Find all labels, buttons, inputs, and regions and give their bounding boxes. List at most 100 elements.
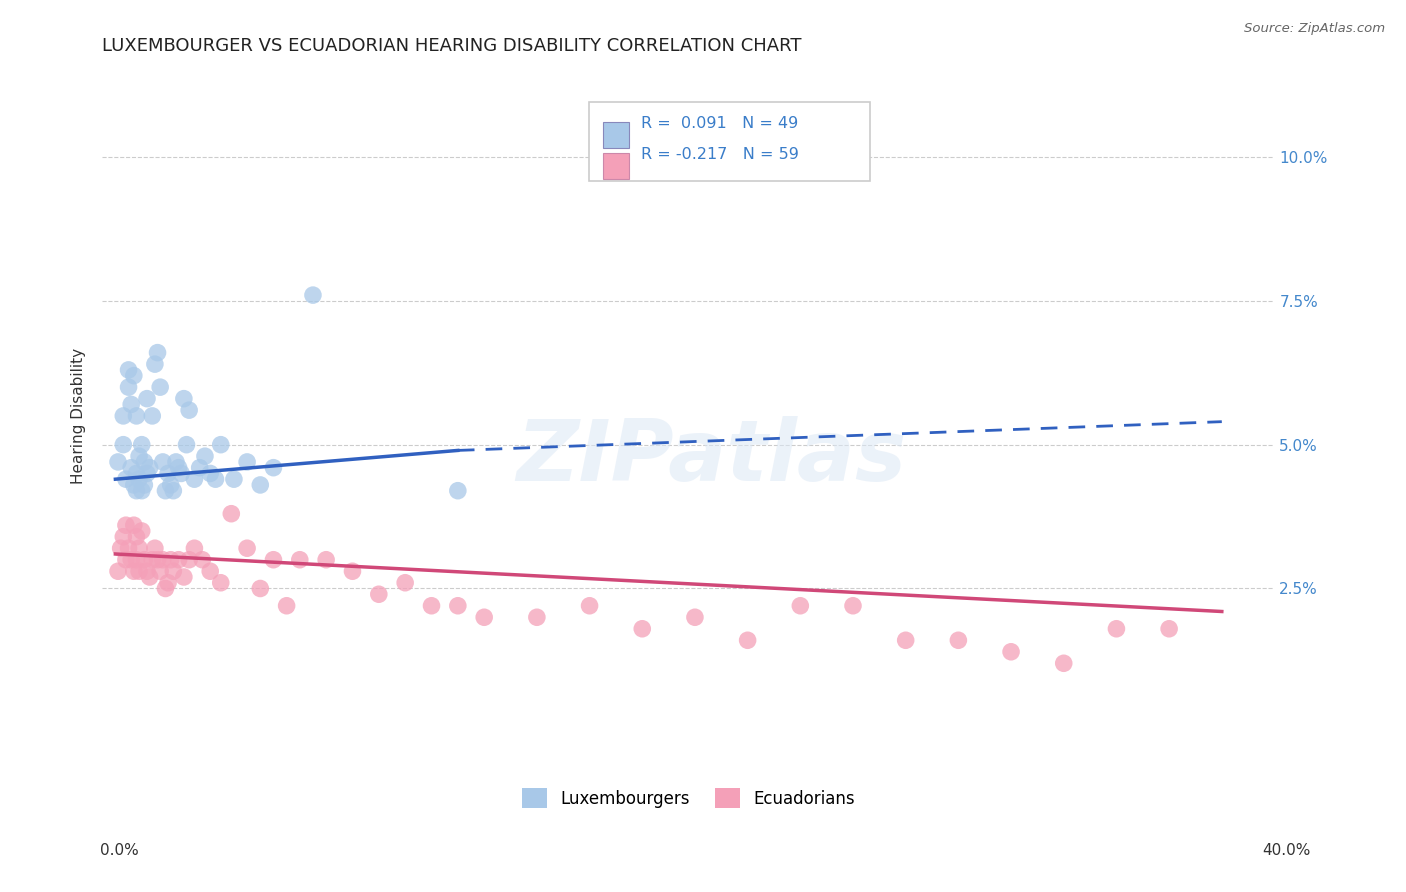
Point: [141, 553, 163, 567]
Point: [157, 575, 180, 590]
Point: [149, 380, 172, 394]
Point: [1159, 622, 1181, 636]
Point: [152, 553, 174, 567]
Point: [222, 472, 245, 486]
Point: [209, 438, 232, 452]
Point: [120, 460, 142, 475]
Point: [179, 403, 201, 417]
Point: [173, 570, 195, 584]
Point: [125, 530, 148, 544]
Point: [188, 460, 211, 475]
Point: [152, 455, 174, 469]
Point: [170, 467, 193, 481]
Point: [236, 455, 259, 469]
Point: [134, 553, 156, 567]
Point: [342, 564, 364, 578]
Point: [120, 553, 142, 567]
Point: [526, 610, 548, 624]
Point: [122, 564, 145, 578]
Point: [162, 483, 184, 498]
Point: [125, 483, 148, 498]
Point: [737, 633, 759, 648]
Point: [141, 409, 163, 423]
FancyBboxPatch shape: [603, 122, 628, 148]
Point: [134, 478, 156, 492]
Point: [183, 472, 205, 486]
Point: [167, 460, 190, 475]
Point: [683, 610, 706, 624]
Point: [167, 553, 190, 567]
Point: [183, 541, 205, 556]
Point: [155, 582, 177, 596]
Point: [159, 553, 181, 567]
Point: [200, 564, 222, 578]
Point: [173, 392, 195, 406]
Point: [1053, 657, 1076, 671]
Point: [136, 564, 159, 578]
Point: [157, 467, 180, 481]
Text: Source: ZipAtlas.com: Source: ZipAtlas.com: [1244, 22, 1385, 36]
FancyBboxPatch shape: [589, 102, 870, 181]
Point: [179, 553, 201, 567]
Point: [165, 455, 187, 469]
Point: [1000, 645, 1022, 659]
Point: [146, 553, 169, 567]
Point: [125, 409, 148, 423]
Point: [125, 467, 148, 481]
Point: [948, 633, 970, 648]
Point: [143, 541, 166, 556]
Text: 40.0%: 40.0%: [1263, 843, 1310, 858]
Point: [631, 622, 654, 636]
Point: [447, 483, 470, 498]
Text: LUXEMBOURGER VS ECUADORIAN HEARING DISABILITY CORRELATION CHART: LUXEMBOURGER VS ECUADORIAN HEARING DISAB…: [103, 37, 801, 55]
Point: [288, 553, 311, 567]
Point: [162, 564, 184, 578]
Point: [110, 541, 132, 556]
Point: [128, 541, 150, 556]
Point: [221, 507, 243, 521]
Point: [112, 409, 135, 423]
Point: [149, 564, 172, 578]
Point: [842, 599, 865, 613]
FancyBboxPatch shape: [603, 153, 628, 179]
Point: [128, 449, 150, 463]
Point: [262, 553, 284, 567]
Point: [117, 380, 139, 394]
Point: [276, 599, 298, 613]
Point: [122, 368, 145, 383]
Point: [134, 455, 156, 469]
Point: [143, 357, 166, 371]
Point: [136, 467, 159, 481]
Point: [115, 472, 138, 486]
Point: [249, 582, 271, 596]
Point: [115, 553, 138, 567]
Point: [128, 472, 150, 486]
Point: [236, 541, 259, 556]
Legend: Luxembourgers, Ecuadorians: Luxembourgers, Ecuadorians: [515, 781, 862, 815]
Point: [191, 553, 214, 567]
Point: [1105, 622, 1128, 636]
Point: [128, 564, 150, 578]
Point: [176, 438, 198, 452]
Point: [117, 541, 139, 556]
Point: [194, 449, 217, 463]
Text: R = -0.217   N = 59: R = -0.217 N = 59: [641, 147, 800, 162]
Point: [107, 564, 129, 578]
Point: [204, 472, 226, 486]
Point: [894, 633, 917, 648]
Point: [447, 599, 470, 613]
Point: [112, 438, 135, 452]
Point: [120, 397, 142, 411]
Point: [302, 288, 325, 302]
Text: R =  0.091   N = 49: R = 0.091 N = 49: [641, 116, 799, 131]
Point: [117, 363, 139, 377]
Point: [125, 553, 148, 567]
Point: [315, 553, 337, 567]
Point: [107, 455, 129, 469]
Point: [209, 575, 232, 590]
Point: [122, 518, 145, 533]
Point: [472, 610, 495, 624]
Y-axis label: Hearing Disability: Hearing Disability: [72, 348, 86, 484]
Point: [131, 483, 153, 498]
Point: [138, 460, 160, 475]
